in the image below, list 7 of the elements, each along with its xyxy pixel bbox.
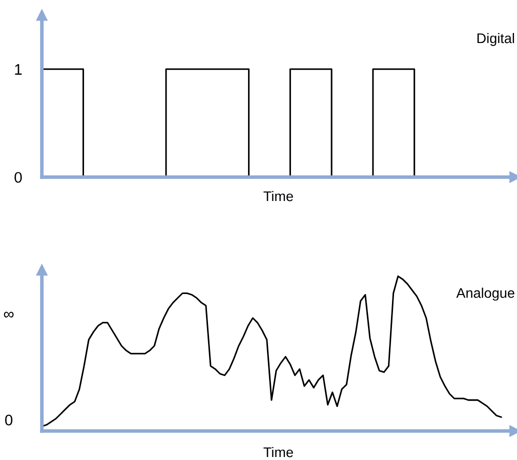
text: Digital — [477, 32, 514, 46]
y-tick-label: 1 — [15, 64, 22, 75]
annotation: Analogue — [456, 288, 514, 301]
text: 0 — [5, 414, 12, 426]
text: ∞ — [4, 312, 14, 318]
x-axis-title: Time — [264, 446, 293, 458]
x-axis-title: Time — [264, 190, 293, 202]
